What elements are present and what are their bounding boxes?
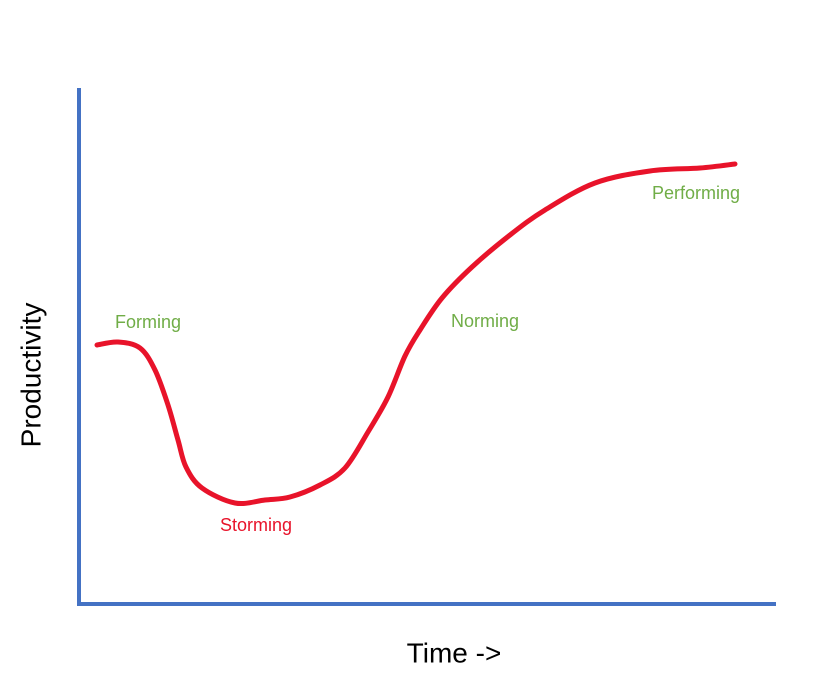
y-axis-label: Productivity — [15, 303, 46, 448]
stage-label: Performing — [652, 183, 740, 203]
x-axis-label: Time -> — [407, 637, 502, 668]
stage-label: Forming — [115, 312, 181, 332]
stage-label: Storming — [220, 515, 292, 535]
productivity-curve — [94, 161, 738, 507]
stage-label: Norming — [451, 311, 519, 331]
